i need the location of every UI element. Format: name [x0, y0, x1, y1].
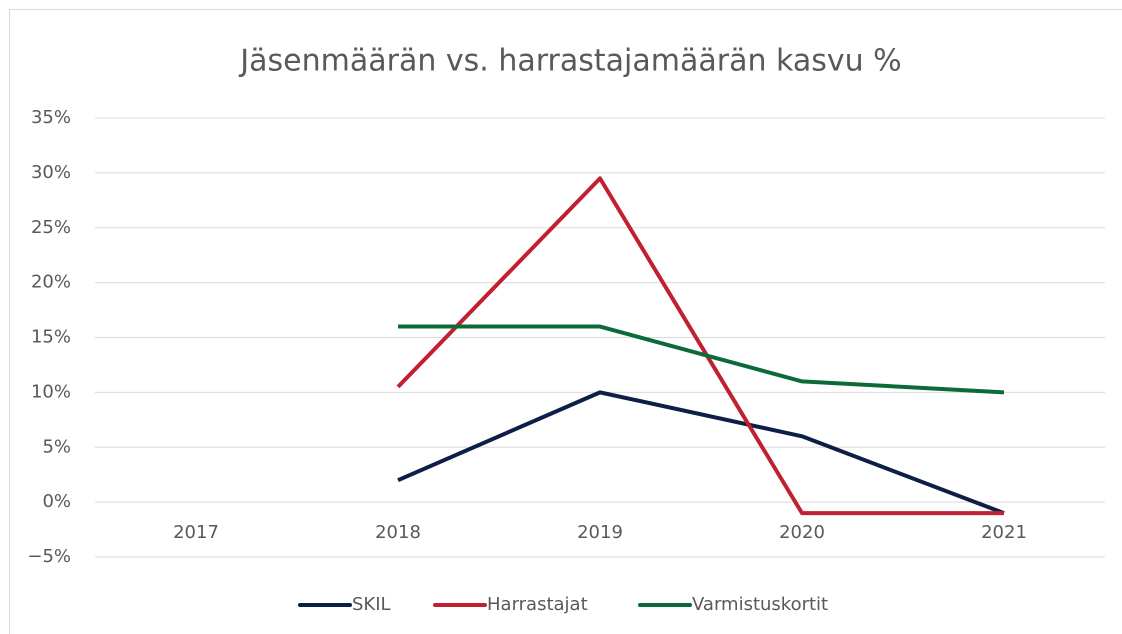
- y-tick-label: 5%: [42, 436, 71, 457]
- legend-label: Varmistuskortit: [692, 594, 828, 615]
- y-tick-label: 30%: [31, 162, 71, 183]
- y-tick-label: 25%: [31, 217, 71, 238]
- series-line: [397, 390, 1005, 515]
- y-tick-label: −5%: [27, 546, 71, 567]
- y-tick-label: 15%: [31, 327, 71, 348]
- y-tick-label: 20%: [31, 272, 71, 293]
- legend-label: SKIL: [352, 594, 391, 615]
- x-tick-label: 2017: [173, 522, 219, 543]
- x-tick-label: 2021: [981, 522, 1027, 543]
- chart-border: [9, 9, 1122, 634]
- series-line: [398, 324, 1005, 395]
- chart-title: Jäsenmäärän vs. harrastajamäärän kasvu %: [238, 44, 901, 79]
- series-line: [396, 176, 1004, 516]
- y-tick-label: 35%: [31, 107, 71, 128]
- x-tick-label: 2018: [375, 522, 421, 543]
- x-tick-label: 2020: [779, 522, 825, 543]
- y-tick-label: 10%: [31, 381, 71, 402]
- y-tick-label: 0%: [42, 491, 71, 512]
- legend-label: Harrastajat: [487, 594, 588, 615]
- x-tick-label: 2019: [577, 522, 623, 543]
